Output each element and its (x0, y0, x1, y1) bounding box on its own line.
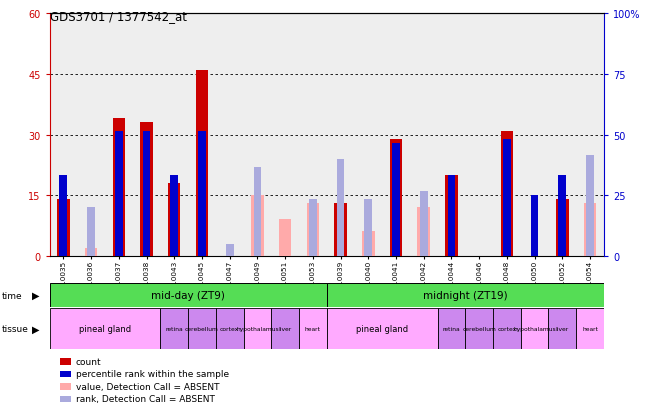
Bar (327, 309, 438, 349)
Bar (438, 309, 465, 349)
Text: rank, Detection Call = ABSENT: rank, Detection Call = ABSENT (76, 394, 215, 403)
Text: hypothalamus: hypothalamus (236, 326, 279, 331)
Bar (390, 139, 402, 256)
Bar (251, 196, 263, 256)
Bar (87, 208, 95, 256)
Bar (548, 309, 576, 349)
Bar (188, 309, 216, 349)
Bar (160, 309, 188, 349)
Bar (501, 131, 513, 256)
Bar (57, 199, 69, 256)
Bar (253, 168, 261, 256)
Bar (307, 204, 319, 256)
Bar (556, 199, 568, 256)
Bar (576, 309, 604, 349)
Bar (115, 131, 123, 256)
Bar (113, 119, 125, 256)
Text: retina: retina (443, 326, 460, 331)
Text: cortex: cortex (498, 326, 516, 331)
Text: midnight (ZT19): midnight (ZT19) (423, 290, 508, 300)
Bar (337, 159, 345, 256)
Bar (299, 309, 327, 349)
Text: liver: liver (279, 326, 292, 331)
Bar (143, 131, 150, 256)
Bar (244, 309, 271, 349)
Bar (226, 244, 234, 256)
Bar (584, 204, 596, 256)
Bar (465, 309, 493, 349)
Text: ▶: ▶ (32, 324, 39, 334)
Text: ▶: ▶ (32, 290, 39, 300)
Text: cortex: cortex (220, 326, 239, 331)
Text: count: count (76, 357, 102, 366)
Bar (364, 199, 372, 256)
Bar (50, 309, 160, 349)
Bar (170, 176, 178, 256)
Text: value, Detection Call = ABSENT: value, Detection Call = ABSENT (76, 382, 219, 391)
Text: pineal gland: pineal gland (356, 324, 408, 333)
Text: pineal gland: pineal gland (79, 324, 131, 333)
Bar (418, 208, 430, 256)
Text: cerebellum: cerebellum (185, 326, 219, 331)
Text: percentile rank within the sample: percentile rank within the sample (76, 369, 229, 378)
Bar (447, 176, 455, 256)
Bar (420, 192, 428, 256)
Bar (586, 155, 594, 256)
Text: heart: heart (305, 326, 321, 331)
Bar (216, 309, 244, 349)
Text: cerebellum: cerebellum (462, 326, 496, 331)
Bar (59, 176, 67, 256)
Bar (198, 131, 206, 256)
Bar (141, 123, 152, 256)
Text: time: time (2, 291, 22, 300)
Bar (168, 183, 180, 256)
Bar (327, 283, 604, 308)
Bar (50, 283, 327, 308)
Bar (558, 176, 566, 256)
Text: tissue: tissue (2, 324, 29, 333)
Bar (196, 71, 208, 256)
Bar (279, 220, 291, 256)
Bar (531, 196, 539, 256)
Bar (309, 199, 317, 256)
Bar (521, 309, 548, 349)
Bar (271, 309, 299, 349)
Text: hypothalamus: hypothalamus (513, 326, 556, 331)
Text: heart: heart (582, 326, 598, 331)
Text: mid-day (ZT9): mid-day (ZT9) (151, 290, 225, 300)
Bar (493, 309, 521, 349)
Bar (503, 139, 511, 256)
Bar (335, 204, 346, 256)
Bar (392, 143, 400, 256)
Bar (85, 248, 97, 256)
Bar (362, 232, 374, 256)
Bar (446, 176, 457, 256)
Text: GDS3701 / 1377542_at: GDS3701 / 1377542_at (50, 10, 187, 23)
Text: liver: liver (556, 326, 569, 331)
Text: retina: retina (166, 326, 183, 331)
